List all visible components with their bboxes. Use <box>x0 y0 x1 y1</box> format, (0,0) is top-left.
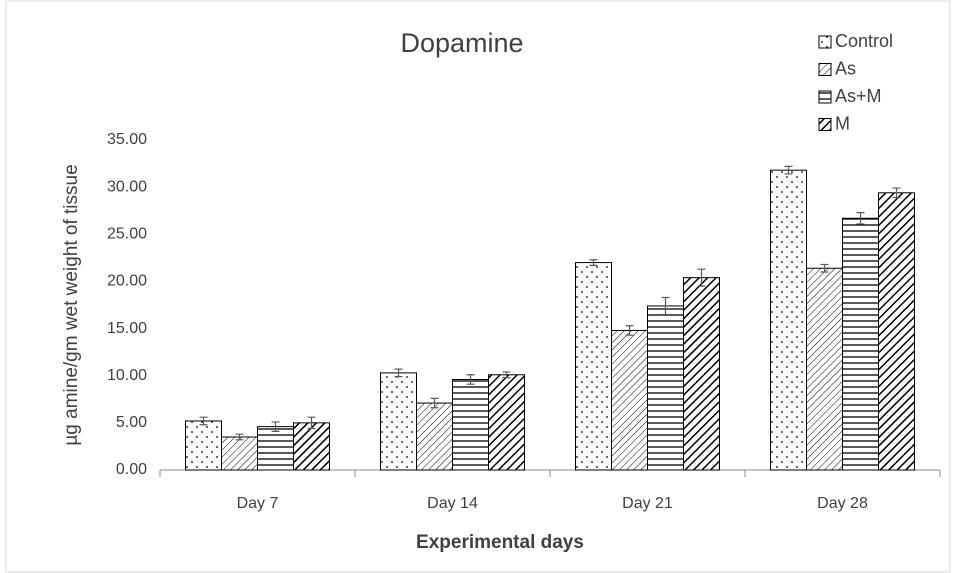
bar <box>488 374 525 471</box>
error-bar <box>892 187 901 199</box>
x-tick-label: Day 28 <box>817 495 868 512</box>
error-bar <box>430 397 439 409</box>
legend-label: M <box>835 113 850 133</box>
error-bar <box>235 433 244 441</box>
bar <box>257 426 294 471</box>
bar <box>647 305 684 471</box>
bar <box>452 378 489 471</box>
x-axis-label: Experimental days <box>416 532 584 553</box>
bar <box>380 372 417 471</box>
bar <box>878 192 915 471</box>
y-tick-label: 5.00 <box>116 414 147 431</box>
bar <box>842 217 879 471</box>
bar <box>221 436 258 471</box>
legend-swatch <box>818 63 832 76</box>
error-bar <box>307 416 316 430</box>
error-bar <box>199 416 208 426</box>
y-tick-label: 20.00 <box>107 273 147 290</box>
y-tick-label: 10.00 <box>107 367 147 384</box>
x-tick-label: Day 21 <box>622 495 673 512</box>
bar <box>770 169 807 471</box>
legend-swatch <box>818 90 832 104</box>
x-tick-label: Day 14 <box>427 495 478 512</box>
x-tick-label: Day 7 <box>237 495 279 512</box>
y-axis-label: µg amine/gm wet weight of tissue <box>61 164 82 445</box>
bar <box>611 329 648 471</box>
error-bar <box>466 374 475 385</box>
chart-title: Dopamine <box>400 28 523 58</box>
bar <box>683 277 720 471</box>
bar <box>575 262 612 471</box>
y-tick-label: 0.00 <box>116 461 147 478</box>
error-bar <box>856 212 865 225</box>
y-tick-label: 30.00 <box>107 178 147 195</box>
error-bar <box>784 165 793 175</box>
error-bar <box>625 325 634 336</box>
legend-label: As <box>835 58 856 78</box>
bar <box>806 267 843 471</box>
bar <box>293 422 330 471</box>
error-bar <box>502 371 511 379</box>
y-tick-label: 15.00 <box>107 320 147 337</box>
error-bar <box>820 263 829 273</box>
error-bar <box>589 259 598 266</box>
legend-label: As+M <box>835 86 882 106</box>
legend-swatch <box>818 35 832 49</box>
bar <box>185 420 222 471</box>
y-tick-label: 25.00 <box>107 226 147 243</box>
bar <box>416 402 453 471</box>
error-bar <box>697 268 706 287</box>
chart-border <box>5 0 951 573</box>
error-bar <box>271 421 280 432</box>
legend-label: Control <box>835 31 893 51</box>
error-bar <box>394 368 403 378</box>
y-tick-label: 35.00 <box>107 131 147 148</box>
legend-swatch <box>818 118 832 131</box>
error-bar <box>661 296 670 316</box>
